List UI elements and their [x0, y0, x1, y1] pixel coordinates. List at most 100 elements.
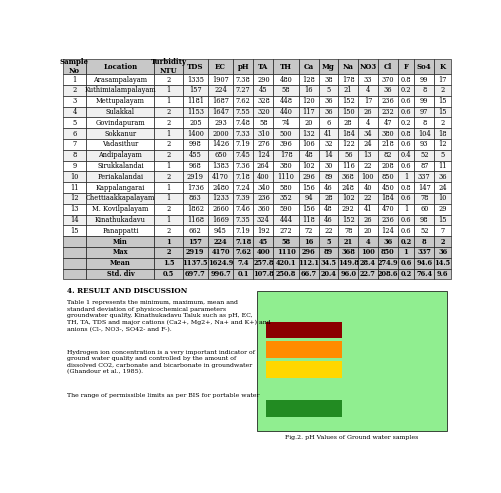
Text: Ca: Ca — [304, 63, 314, 70]
Text: 26: 26 — [364, 108, 372, 116]
Bar — [233, 225, 254, 236]
Text: 293: 293 — [214, 119, 227, 127]
Bar — [378, 258, 398, 269]
Text: 1624.9: 1624.9 — [208, 259, 233, 267]
Bar — [154, 247, 183, 258]
Bar — [208, 172, 233, 182]
Bar — [233, 236, 254, 247]
Bar — [233, 193, 254, 204]
Text: 998: 998 — [189, 141, 202, 148]
Bar — [299, 117, 319, 128]
Text: Na: Na — [343, 63, 354, 70]
Text: 1: 1 — [166, 86, 171, 95]
Bar — [319, 247, 338, 258]
Text: 2: 2 — [166, 248, 171, 256]
Bar — [338, 96, 358, 106]
Text: 6: 6 — [73, 130, 77, 138]
Text: 218: 218 — [381, 141, 394, 148]
Bar — [254, 236, 274, 247]
Bar — [274, 258, 299, 269]
Bar — [183, 182, 208, 193]
Bar — [183, 225, 208, 236]
Bar — [434, 150, 451, 161]
Text: 46: 46 — [324, 216, 333, 224]
Text: 320: 320 — [257, 108, 270, 116]
Bar — [87, 236, 154, 247]
Text: 45: 45 — [259, 86, 268, 95]
Bar — [414, 247, 434, 258]
Bar — [434, 161, 451, 172]
Bar — [183, 161, 208, 172]
Text: 205: 205 — [189, 119, 201, 127]
Text: 112.1: 112.1 — [298, 259, 319, 267]
Bar — [434, 106, 451, 117]
Bar — [233, 258, 254, 269]
Text: 272: 272 — [280, 227, 293, 235]
Bar — [378, 85, 398, 96]
Bar — [254, 106, 274, 117]
Text: 8: 8 — [422, 119, 426, 127]
Bar — [183, 172, 208, 182]
Bar — [233, 247, 254, 258]
Text: Kuthimialampalayam: Kuthimialampalayam — [85, 86, 156, 95]
Text: 292: 292 — [342, 205, 355, 213]
Text: 36: 36 — [383, 86, 392, 95]
Bar — [208, 182, 233, 193]
Bar — [414, 193, 434, 204]
Text: 16: 16 — [305, 86, 313, 95]
Bar — [87, 182, 154, 193]
Bar — [414, 59, 434, 74]
Bar — [63, 128, 87, 139]
Text: 0.6: 0.6 — [401, 227, 411, 235]
Bar — [434, 59, 451, 74]
Text: 1: 1 — [404, 248, 408, 256]
Text: 7.55: 7.55 — [236, 108, 250, 116]
Text: 448: 448 — [280, 97, 293, 105]
Text: 102: 102 — [342, 194, 355, 203]
Text: 58: 58 — [259, 119, 268, 127]
Text: 0.6: 0.6 — [401, 108, 411, 116]
Bar — [254, 128, 274, 139]
Text: 24: 24 — [438, 183, 447, 192]
Bar — [398, 139, 414, 150]
Text: 94.6: 94.6 — [416, 259, 432, 267]
Text: 224: 224 — [214, 86, 227, 95]
Text: Kinathukadavu: Kinathukadavu — [95, 216, 146, 224]
Text: 97: 97 — [420, 108, 428, 116]
Text: 208.6: 208.6 — [377, 270, 398, 278]
Bar — [319, 236, 338, 247]
Bar — [338, 258, 358, 269]
Bar — [338, 161, 358, 172]
Bar — [208, 59, 233, 74]
Text: 12: 12 — [70, 194, 79, 203]
Bar — [378, 214, 398, 225]
Bar — [208, 150, 233, 161]
Bar — [233, 182, 254, 193]
Text: 2: 2 — [166, 75, 171, 84]
Bar — [319, 106, 338, 117]
Bar — [63, 117, 87, 128]
Text: Sample
No: Sample No — [60, 58, 89, 75]
Text: 1907: 1907 — [212, 75, 229, 84]
Text: 4: 4 — [366, 238, 370, 246]
Text: 236: 236 — [381, 216, 394, 224]
Bar — [358, 214, 378, 225]
Bar — [414, 182, 434, 193]
Text: 7.39: 7.39 — [236, 194, 250, 203]
Bar — [254, 258, 274, 269]
Bar — [414, 85, 434, 96]
Bar — [338, 193, 358, 204]
Bar — [233, 96, 254, 106]
Text: 0.2: 0.2 — [400, 270, 412, 278]
Text: 0.6: 0.6 — [401, 216, 411, 224]
Bar — [319, 204, 338, 214]
Bar — [319, 150, 338, 161]
Bar — [414, 161, 434, 172]
Text: 124: 124 — [257, 151, 270, 159]
Bar — [274, 106, 299, 117]
Bar — [266, 361, 342, 378]
Bar — [358, 161, 378, 172]
Text: 60: 60 — [420, 205, 428, 213]
Text: 7.19: 7.19 — [236, 141, 250, 148]
Text: 444: 444 — [280, 216, 293, 224]
